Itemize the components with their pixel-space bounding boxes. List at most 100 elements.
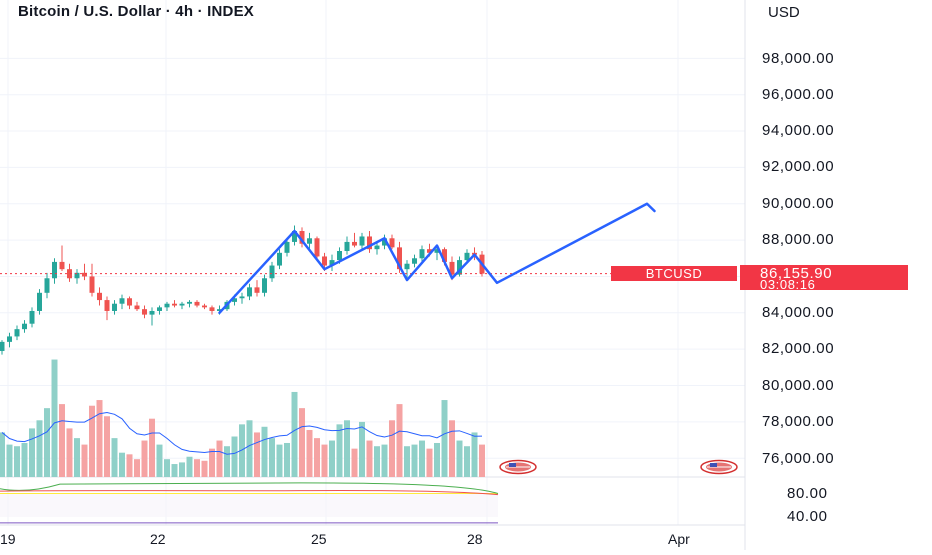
last-price-tag: 86,155.90 03:08:16	[740, 265, 908, 292]
candle-body	[367, 236, 372, 250]
volume-bar	[194, 459, 200, 477]
indicator-axis-label: 80.00	[787, 485, 828, 502]
candle-body	[352, 241, 357, 246]
indicator-band	[0, 493, 498, 517]
candle-body	[299, 231, 305, 244]
volume-bar	[149, 418, 155, 477]
flag-canton	[509, 463, 516, 467]
volume-bar	[66, 428, 73, 477]
indicator-line	[0, 489, 499, 496]
volume-bar	[464, 446, 470, 477]
candle-body	[29, 310, 35, 324]
candle-body	[44, 278, 50, 293]
candle-body	[112, 303, 117, 311]
candle-body	[89, 276, 95, 293]
volume-bar	[441, 400, 448, 477]
candle-body	[164, 303, 170, 308]
candle-body	[172, 303, 177, 306]
candle-body	[442, 249, 447, 262]
candle-body	[202, 305, 207, 308]
volume-bar	[74, 438, 80, 477]
volume-bar	[396, 404, 403, 477]
us-flag-event-icon[interactable]	[499, 459, 537, 475]
candle-body	[67, 269, 72, 279]
currency-label: USD	[768, 4, 800, 21]
candle-body	[464, 252, 470, 261]
volume-bar	[6, 444, 13, 477]
time-axis-label: 25	[311, 531, 327, 547]
volume-bar	[411, 444, 418, 477]
volume-bar	[201, 460, 208, 477]
candle-body	[262, 278, 267, 293]
volume-bar	[224, 446, 230, 477]
price-axis-label: 96,000.00	[762, 86, 835, 103]
price-axis-label: 84,000.00	[762, 304, 835, 321]
volume-bar	[171, 464, 178, 477]
volume-bar	[246, 420, 253, 477]
candle-body	[22, 323, 27, 330]
candle-body	[82, 272, 87, 277]
volume-bar	[254, 432, 260, 477]
price-axis-label: 88,000.00	[762, 231, 835, 248]
candle-body	[97, 292, 102, 301]
price-axis-label: 94,000.00	[762, 122, 835, 139]
volume-bar	[141, 440, 148, 477]
candle-body	[194, 301, 200, 306]
candle-body	[104, 300, 110, 311]
candle-body	[329, 260, 335, 266]
chart-title: Bitcoin / U.S. Dollar · 4h · INDEX	[18, 3, 254, 20]
volume-bar	[471, 432, 478, 477]
candle-body	[232, 298, 237, 302]
volume-bar	[231, 436, 238, 477]
candle-body	[209, 307, 215, 311]
bar-countdown: 03:08:16	[760, 277, 816, 292]
volume-ma-line	[1, 412, 483, 455]
volume-bar	[29, 428, 35, 477]
candle-body	[277, 252, 282, 266]
volume-bar	[104, 416, 110, 477]
candle-body	[247, 287, 252, 297]
candle-body	[404, 263, 410, 270]
volume-bar	[0, 432, 5, 477]
indicator-axis-label: 40.00	[787, 508, 828, 525]
volume-bar	[14, 446, 20, 477]
volume-bar	[51, 359, 58, 477]
ticker-label: BTCUSD	[611, 266, 737, 281]
us-flag-event-icon[interactable]	[700, 459, 738, 475]
price-axis-label: 82,000.00	[762, 340, 835, 357]
candle-body	[322, 256, 327, 266]
candle-body	[434, 249, 440, 253]
volume-bar	[389, 420, 395, 477]
candle-body	[239, 296, 245, 299]
volume-bar	[216, 440, 223, 477]
volume-bar	[321, 444, 328, 477]
volume-bar	[261, 426, 268, 477]
volume-bar	[126, 454, 133, 477]
volume-bar	[366, 440, 373, 477]
volume-bar	[276, 444, 283, 477]
volume-bar	[164, 459, 170, 477]
volume-bar	[456, 440, 463, 477]
price-axis-label: 98,000.00	[762, 50, 835, 67]
volume-bar	[59, 404, 65, 477]
volume-bar	[44, 408, 50, 477]
candle-body	[179, 303, 185, 306]
indicator-ma-line	[0, 482, 499, 494]
price-axis-label: 76,000.00	[762, 450, 835, 467]
price-axis-label: 90,000.00	[762, 195, 835, 212]
price-axis-label: 78,000.00	[762, 413, 835, 430]
candle-body	[134, 305, 140, 310]
volume-bar	[329, 440, 335, 477]
candle-body	[344, 241, 350, 252]
candle-body	[142, 309, 147, 315]
volume-bar	[479, 444, 485, 477]
volume-bar	[21, 442, 28, 477]
volume-bar	[306, 430, 313, 477]
candle-body	[359, 236, 365, 246]
drawn-pattern-line	[218, 202, 656, 315]
candle-body	[119, 298, 125, 304]
candle-body	[412, 258, 417, 264]
volume-bar	[89, 405, 95, 477]
